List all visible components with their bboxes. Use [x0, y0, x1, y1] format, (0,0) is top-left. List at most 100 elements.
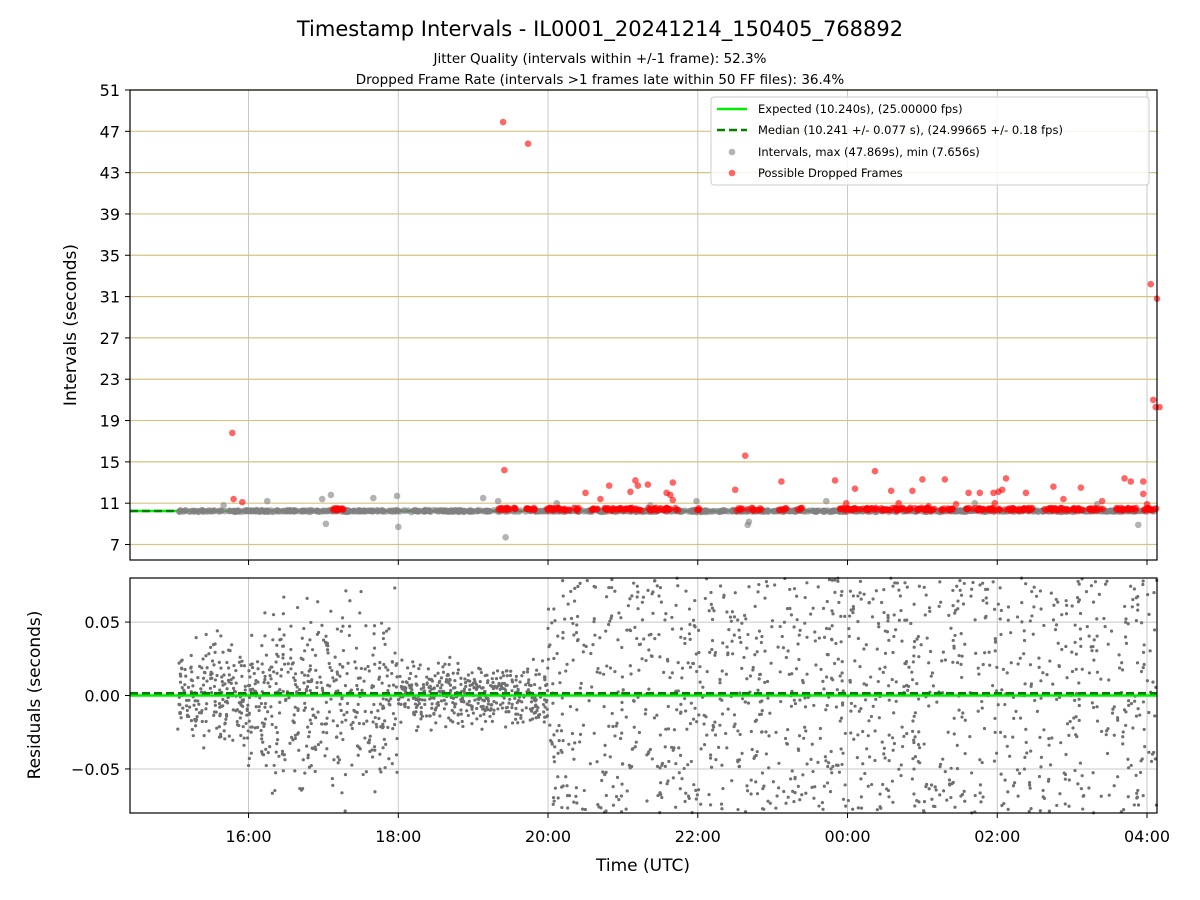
residual-point	[824, 708, 828, 712]
residual-point	[498, 687, 502, 692]
residual-point	[701, 685, 705, 689]
interval-point	[327, 491, 335, 499]
residual-point	[1006, 605, 1011, 609]
residual-point	[193, 724, 198, 728]
residual-point	[245, 713, 249, 717]
residual-point	[205, 702, 209, 706]
residual-point	[275, 671, 279, 675]
residual-point	[691, 661, 696, 666]
residual-point	[831, 612, 835, 616]
residual-point	[893, 581, 897, 585]
residual-point	[557, 739, 561, 743]
residual-point	[702, 722, 706, 726]
residual-point	[356, 702, 360, 706]
residual-point	[781, 646, 786, 650]
residual-point	[372, 745, 377, 749]
dropped-frame-point	[744, 505, 752, 513]
residual-point	[683, 636, 687, 641]
residual-point	[797, 734, 802, 738]
residual-point	[289, 656, 293, 660]
dropped-frame-point	[941, 476, 949, 483]
residual-point	[897, 588, 901, 592]
residual-point	[1141, 650, 1146, 654]
residual-point	[398, 674, 402, 679]
residual-point	[566, 602, 570, 606]
residual-point	[385, 674, 389, 678]
residual-point	[255, 660, 260, 664]
residual-point	[798, 698, 802, 702]
residual-point	[960, 654, 964, 658]
residual-point	[841, 751, 845, 755]
dropped-frame-point	[842, 499, 850, 507]
residual-point	[309, 620, 313, 625]
residual-point	[427, 685, 431, 690]
residual-point	[983, 651, 987, 655]
residual-point	[869, 714, 874, 719]
residual-point	[481, 707, 485, 711]
residual-point	[1120, 661, 1124, 665]
residual-point	[302, 708, 306, 712]
residual-point	[699, 747, 703, 751]
dropped-frame-point	[1141, 506, 1148, 513]
residual-point	[927, 661, 931, 665]
residual-point	[738, 691, 742, 695]
residual-point	[575, 623, 579, 627]
residual-point	[306, 725, 310, 729]
residual-point	[477, 697, 481, 701]
residual-point	[387, 699, 391, 703]
dropped-frame-point	[495, 505, 503, 513]
residual-point	[960, 675, 964, 680]
residual-point	[428, 697, 432, 701]
residual-point	[376, 709, 380, 713]
residual-point	[368, 734, 372, 738]
residual-point	[768, 711, 772, 715]
residual-point	[1052, 603, 1056, 607]
residual-point	[1041, 788, 1045, 793]
residual-point	[1141, 700, 1146, 704]
residual-point	[210, 690, 214, 695]
residual-point	[514, 706, 518, 711]
residual-point	[912, 645, 916, 649]
residual-point	[782, 789, 786, 794]
residual-point	[710, 617, 715, 622]
residual-point	[810, 785, 814, 789]
residual-point	[489, 683, 493, 688]
residual-point	[1027, 781, 1032, 785]
residual-point	[840, 589, 844, 594]
residual-point	[994, 689, 999, 693]
residual-point	[221, 697, 225, 702]
residual-point	[388, 703, 392, 707]
intervals-y-tick-label: 47	[100, 122, 120, 141]
residual-point	[308, 718, 312, 722]
residual-point	[1031, 632, 1035, 636]
residual-point	[453, 702, 457, 706]
residual-point	[386, 688, 390, 693]
residual-point	[213, 650, 217, 654]
residual-point	[619, 794, 624, 798]
residuals-panel: 0.050.00−0.05 16:00 18:00 20:00 22:00 00:00 0…	[25, 576, 1170, 876]
residual-point	[653, 637, 657, 641]
residual-point	[992, 759, 997, 763]
dropped-frame-point	[1127, 478, 1135, 485]
residual-point	[308, 638, 312, 642]
residual-point	[827, 578, 832, 582]
residual-point	[552, 755, 556, 759]
residual-point	[604, 629, 608, 633]
residual-point	[730, 779, 734, 783]
residual-point	[744, 617, 748, 621]
residual-point	[219, 666, 223, 670]
residual-point	[762, 807, 766, 811]
residual-point	[621, 688, 625, 692]
residual-point	[574, 794, 578, 798]
residual-point	[820, 801, 824, 805]
interval-point	[700, 507, 708, 515]
residual-point	[213, 642, 217, 646]
residual-point	[1015, 615, 1020, 619]
residual-point	[765, 584, 769, 588]
residual-point	[235, 719, 239, 724]
residual-point	[1032, 605, 1036, 609]
residual-point	[222, 729, 226, 733]
residual-point	[339, 731, 343, 735]
interval-point	[318, 495, 326, 503]
residual-point	[561, 579, 565, 583]
